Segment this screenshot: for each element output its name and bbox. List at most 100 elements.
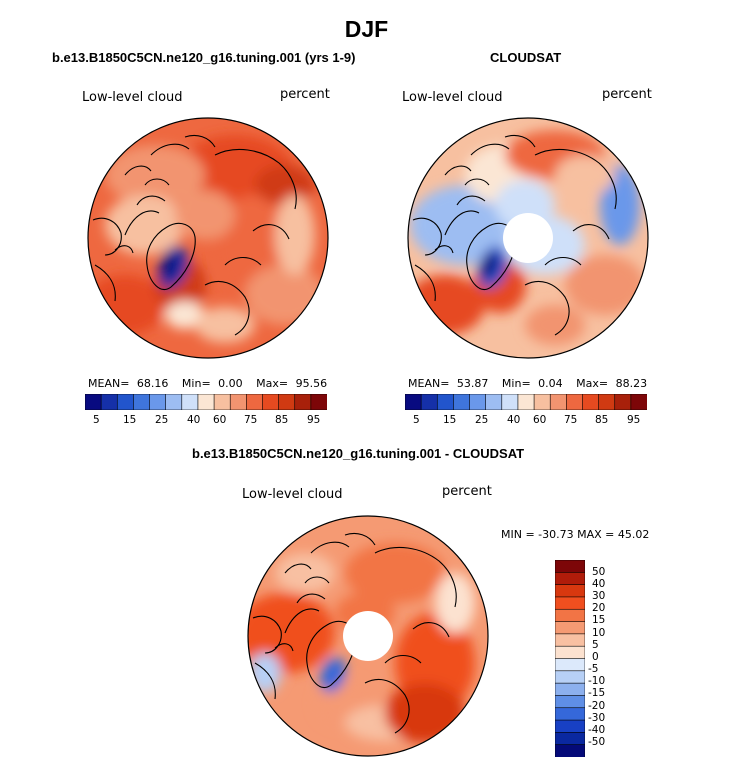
panel3-colorbar-swatch — [555, 584, 585, 598]
panel3-colorbar-swatch — [555, 719, 585, 733]
panel3-cloud-region — [345, 543, 445, 603]
panel2-coastline — [524, 224, 610, 336]
panel2-colorbar-swatch — [614, 394, 632, 410]
panel2-mean-label: MEAN= — [408, 377, 450, 390]
panel3-colorbar-tick: -30 — [588, 712, 606, 724]
panel2-colorbar-tick: 40 — [507, 414, 521, 426]
panel2-max-label: Max= — [576, 377, 609, 390]
panel2-coastline — [444, 143, 510, 176]
panel2-colorbar-tick: 60 — [533, 414, 547, 426]
main-title: DJF — [344, 16, 389, 42]
panel3-cloud-region — [275, 553, 335, 593]
panel1-coastline — [204, 224, 290, 336]
panel3-coastline — [344, 532, 457, 608]
panel2-colorbar-swatch — [533, 394, 551, 410]
panel1-colorbar-tick: 15 — [123, 414, 137, 426]
panel2-stats: MEAN= 53.87 Min= 0.04 Max= 88.23 — [408, 377, 647, 390]
panel3-coastline — [274, 576, 330, 652]
panel1-min-value: 0.00 — [218, 377, 243, 390]
panel1-max-label: Max= — [256, 377, 289, 390]
panel2-coastline — [504, 134, 617, 210]
panel3-coastlines — [252, 532, 457, 734]
panel3-units-label: percent — [442, 484, 492, 499]
panel2-cloud-region — [565, 255, 645, 315]
panel3-colorbar-tick: -20 — [588, 700, 606, 712]
panel1-coastline — [184, 134, 297, 210]
panel1-colorbar-swatch — [310, 394, 327, 410]
panel3-map-border — [247, 515, 489, 757]
panel1-colorbar-swatch — [213, 394, 231, 410]
panel2-units-label: percent — [602, 87, 652, 102]
panel1-colorbar-swatch — [278, 394, 296, 410]
panel1-coastline — [124, 143, 190, 176]
panel1-variable-label: Low-level cloud — [82, 90, 183, 105]
panel3-coastline — [252, 615, 282, 700]
panel1-cloud-region — [165, 301, 205, 329]
panel1-cloud-region — [275, 195, 315, 275]
panel1-field — [88, 118, 328, 358]
panel2-colorbar-swatch — [549, 394, 567, 410]
panel3-colorbar-tick: -5 — [588, 663, 599, 675]
panel3-cloud-region — [385, 683, 465, 743]
panel2-colorbar — [405, 394, 647, 410]
panel1-mean-label: MEAN= — [88, 377, 130, 390]
panel3-colorbar-tick: 0 — [592, 651, 599, 663]
panel2-colorbar-tick: 75 — [564, 414, 578, 426]
panel3-colorbar-tick: 20 — [592, 602, 606, 614]
panel1-cloud-region — [255, 165, 315, 205]
panel3-colorbar-tick: -15 — [588, 687, 606, 699]
panel3-colorbar-swatch — [555, 744, 585, 757]
panel2-colorbar-tick: 85 — [595, 414, 609, 426]
panel1-coastline — [146, 222, 196, 291]
panel1-colorbar-swatch — [197, 394, 215, 410]
panel3-colorbar-tick: 50 — [592, 566, 606, 578]
panel3-cloud-region — [320, 657, 346, 693]
panel1-colorbar-swatch — [149, 394, 167, 410]
panel3-colorbar-swatch — [555, 695, 585, 709]
panel1-cloud-region — [105, 145, 205, 205]
panel3-colorbar-swatch — [555, 608, 585, 623]
panel2-cloud-region — [555, 155, 615, 195]
panel2-mean-value: 53.87 — [456, 377, 489, 390]
panel2-max-value: 88.23 — [615, 377, 648, 390]
panel3-minmax-stats: MIN = -30.73 MAX = 45.02 — [501, 528, 650, 541]
panel1-cloud-region — [105, 195, 185, 255]
panel1-cloud-region — [195, 307, 255, 343]
panel3-colorbar-tick: 5 — [592, 639, 599, 651]
panel2-variable-label: Low-level cloud — [402, 90, 503, 105]
panel1-colorbar-swatch — [181, 394, 199, 410]
panel1-coastlines — [92, 134, 297, 336]
panel3-colorbar-tick: -40 — [588, 724, 606, 736]
panel1-colorbar-tick: 60 — [213, 414, 227, 426]
panel2-min-label: Min= — [501, 377, 531, 390]
panel3-colorbar-swatch — [555, 732, 585, 746]
panel3-title: b.e13.B1850C5CN.ne120_g16.tuning.001 - C… — [192, 446, 525, 461]
panel1-colorbar-swatch — [229, 394, 247, 410]
panel1-colorbar-tick: 25 — [155, 414, 169, 426]
panel3-colorbar-tick: -50 — [588, 736, 606, 748]
panel1-colorbar-tick: 40 — [187, 414, 201, 426]
panel2-map-border — [407, 117, 649, 359]
panel3-colorbar-tick: 15 — [592, 614, 606, 626]
panel2-cloud-region — [480, 251, 498, 279]
panel3-colorbar-tick: 30 — [592, 590, 606, 602]
panel2-colorbar-swatch — [420, 394, 438, 410]
panel3-colorbar-swatch — [555, 560, 585, 573]
panel2-colorbar-swatch — [630, 394, 647, 410]
panel1-stats: MEAN= 68.16 Min= 0.00 Max= 95.56 — [88, 377, 327, 390]
panel3-colorbar-swatch — [555, 621, 585, 635]
panel3-polar-map — [247, 515, 489, 757]
panel3-colorbar-swatch — [555, 633, 585, 647]
panel2-polar-data-gap — [503, 213, 553, 263]
panel1-coastline — [92, 217, 122, 302]
panel1-colorbar-swatch — [294, 394, 312, 410]
panel2-colorbar-swatch — [469, 394, 487, 410]
panel2-colorbar-swatch — [598, 394, 616, 410]
panel3-colorbar-swatch — [555, 682, 585, 697]
panel2-min-value: 0.04 — [538, 377, 563, 390]
panel3-colorbar-swatch — [555, 658, 585, 672]
panel2-colorbar-swatch — [501, 394, 519, 410]
panel1-colorbar-swatch — [100, 394, 118, 410]
panel1-coastline — [114, 178, 170, 254]
panel2-colorbar-swatch — [453, 394, 471, 410]
